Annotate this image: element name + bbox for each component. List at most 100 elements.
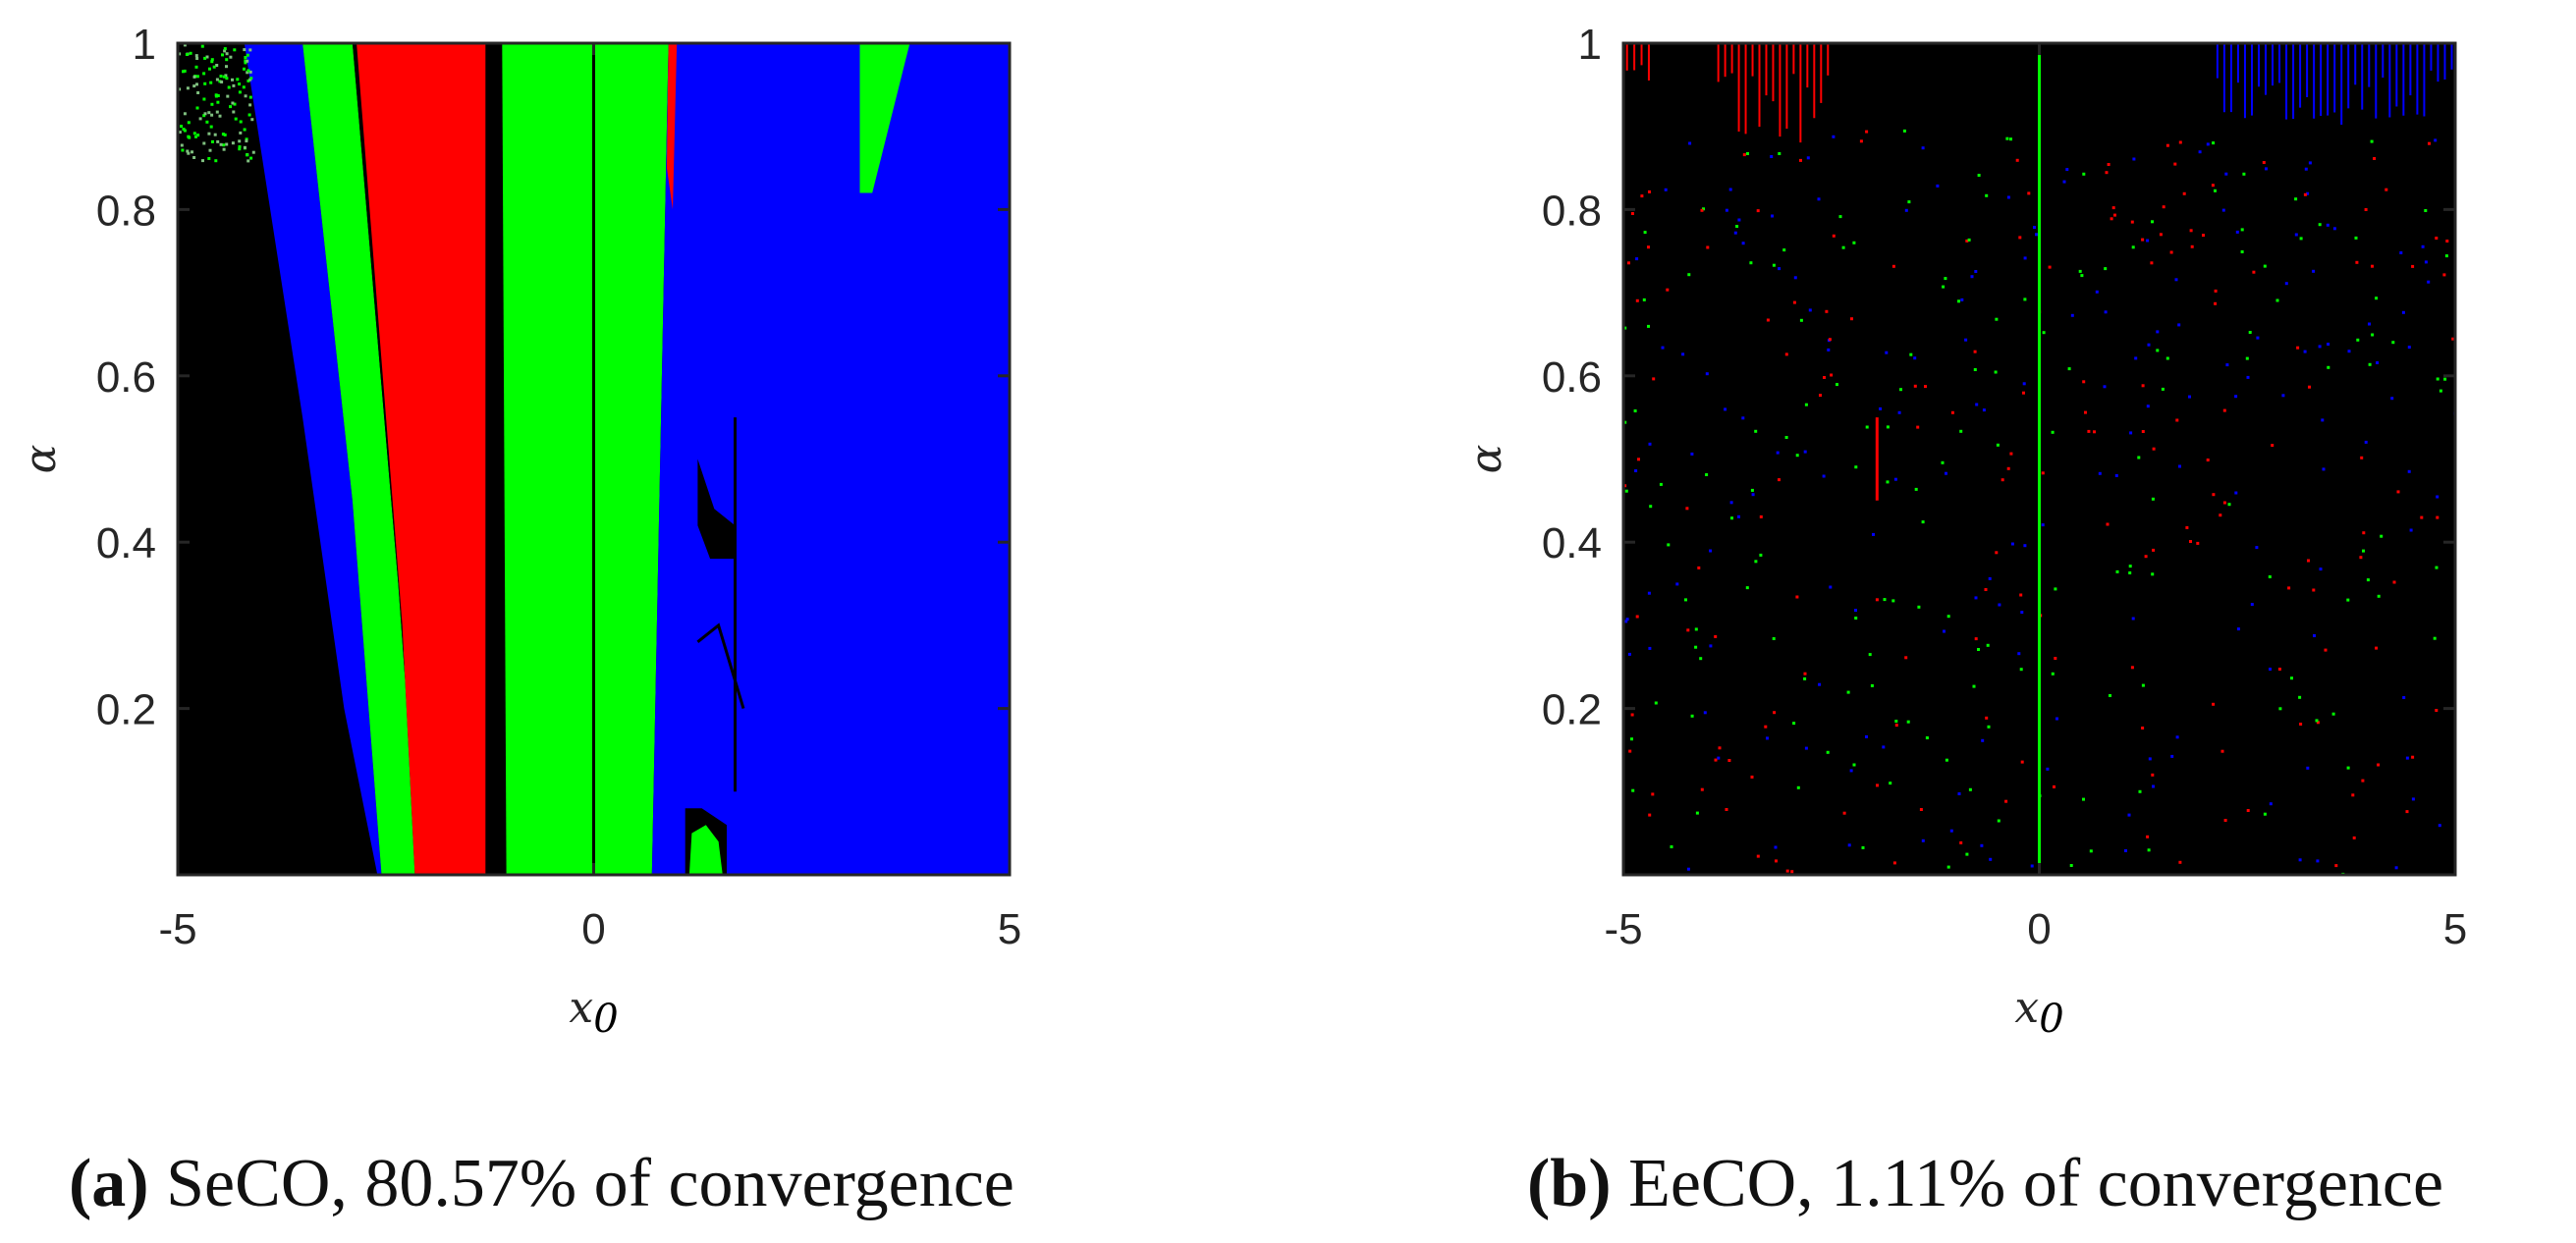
speckle-point bbox=[1803, 676, 1807, 680]
speckle-point bbox=[2041, 471, 2045, 475]
speckle-point bbox=[1870, 683, 1874, 687]
speckle-point bbox=[1792, 300, 1796, 304]
chart-a: -5 0 5 0.2 0.4 0.6 0.8 1 x0 α (a) SeCO, 80.57% of … bbox=[16, 21, 1021, 1221]
speckle-point bbox=[1750, 488, 1754, 492]
basin-region-black bbox=[485, 43, 507, 875]
speckle-point bbox=[1795, 595, 1799, 599]
speckle-point bbox=[2162, 205, 2165, 209]
basin-region-green bbox=[502, 43, 669, 875]
speckle-point bbox=[210, 102, 214, 106]
speckle-point bbox=[2105, 171, 2109, 175]
speckle-point bbox=[2070, 313, 2074, 317]
x-axis-label: x0 bbox=[569, 983, 618, 1042]
speckle-point bbox=[203, 81, 207, 85]
speckle-point bbox=[2354, 236, 2358, 240]
speckle-point bbox=[2355, 260, 2359, 264]
speckle-point bbox=[1965, 239, 1969, 243]
speckle-point bbox=[2420, 515, 2424, 519]
speckle-point bbox=[2366, 578, 2370, 582]
speckle-point bbox=[231, 141, 235, 145]
speckle-point bbox=[1806, 156, 1810, 160]
speckle-point bbox=[2104, 310, 2108, 314]
speckle-point bbox=[1648, 646, 1652, 650]
speckle-point bbox=[1640, 194, 1644, 198]
speckle-point bbox=[2022, 391, 2025, 395]
speckle-point bbox=[223, 47, 227, 51]
speckle-point bbox=[208, 67, 211, 71]
speckle-point bbox=[2435, 237, 2439, 240]
speckle-point bbox=[202, 114, 206, 118]
speckle-point bbox=[183, 129, 187, 133]
speckle-point bbox=[1647, 591, 1651, 595]
speckle-point bbox=[1635, 298, 1639, 302]
speckle-point bbox=[1921, 520, 1925, 524]
speckle-point bbox=[2299, 237, 2303, 241]
speckle-point bbox=[2190, 244, 2194, 248]
speckle-point bbox=[1654, 701, 1658, 705]
speckle-point bbox=[2294, 233, 2298, 237]
speckle-point bbox=[2107, 163, 2110, 166]
speckle-point bbox=[191, 150, 193, 154]
speckle-point bbox=[2182, 191, 2186, 195]
speckle-point bbox=[1754, 560, 1758, 564]
speckle-point bbox=[2377, 763, 2381, 767]
speckle-point bbox=[2298, 858, 2302, 862]
speckle-point bbox=[2132, 157, 2136, 161]
speckle-point bbox=[2409, 528, 2413, 532]
speckle-point bbox=[213, 133, 217, 136]
speckle-point bbox=[194, 54, 198, 58]
speckle-point bbox=[2048, 265, 2052, 269]
speckle-point bbox=[2009, 452, 2013, 456]
speckle-point bbox=[1946, 615, 1950, 619]
speckle-point bbox=[2428, 141, 2431, 145]
speckle-point bbox=[2316, 859, 2320, 863]
speckle-point bbox=[1796, 785, 1800, 789]
speckle-point bbox=[2362, 549, 2365, 553]
speckle-point bbox=[248, 48, 252, 52]
speckle-point bbox=[1772, 263, 1776, 267]
speckle-point bbox=[2019, 668, 2023, 672]
speckle-point bbox=[2019, 593, 2023, 597]
speckle-point bbox=[2159, 233, 2163, 237]
speckle-point bbox=[203, 112, 207, 116]
speckle-point bbox=[238, 82, 242, 86]
speckle-point bbox=[2405, 756, 2409, 760]
speckle-point bbox=[2137, 456, 2141, 459]
speckle-point bbox=[245, 139, 248, 143]
speckle-point bbox=[2220, 749, 2224, 753]
speckle-point bbox=[2287, 586, 2291, 590]
speckle-point bbox=[2411, 264, 2415, 268]
speckle-point bbox=[1989, 857, 1993, 861]
speckle-point bbox=[2106, 522, 2110, 526]
speckle-point bbox=[1803, 672, 1807, 676]
speckle-point bbox=[2304, 167, 2308, 171]
speckle-point bbox=[1899, 388, 1902, 392]
speckle-point bbox=[202, 72, 206, 76]
speckle-point bbox=[180, 125, 183, 129]
speckle-point bbox=[2141, 384, 2145, 388]
speckle-point bbox=[2435, 566, 2439, 569]
speckle-point bbox=[1804, 746, 1808, 750]
speckle-point bbox=[1876, 784, 1879, 787]
speckle-point bbox=[238, 147, 242, 151]
subfigure-caption: (a) SeCO, 80.57% of convergence bbox=[69, 1146, 1014, 1221]
speckle-point bbox=[1659, 482, 1663, 486]
speckle-point bbox=[1751, 493, 1755, 497]
speckle-point bbox=[183, 69, 187, 73]
speckle-point bbox=[1624, 620, 1628, 623]
speckle-point bbox=[1836, 383, 1838, 387]
speckle-point bbox=[2364, 208, 2368, 211]
speckle-point bbox=[2189, 540, 2192, 543]
y-tick-label: 0.8 bbox=[1542, 187, 1602, 235]
speckle-point bbox=[238, 139, 242, 143]
speckle-point bbox=[1949, 829, 1953, 833]
speckle-point bbox=[1936, 184, 1940, 188]
speckle-point bbox=[205, 55, 209, 59]
speckle-point bbox=[1685, 507, 1689, 511]
speckle-point bbox=[236, 78, 240, 81]
speckle-point bbox=[1725, 208, 1728, 212]
speckle-point bbox=[2131, 245, 2135, 249]
speckle-point bbox=[243, 67, 246, 71]
speckle-point bbox=[1879, 406, 1883, 410]
speckle-point bbox=[2351, 793, 2355, 797]
